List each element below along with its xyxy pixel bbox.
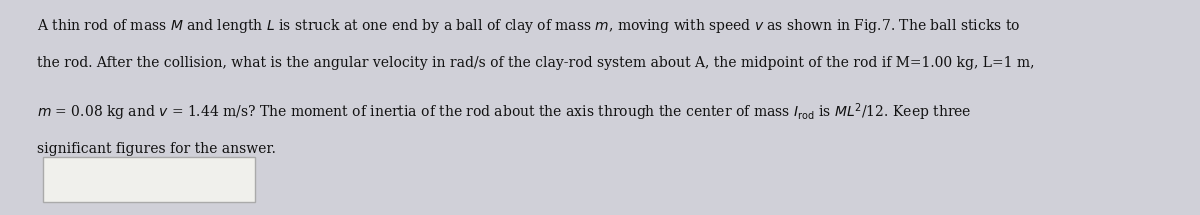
FancyBboxPatch shape: [43, 157, 254, 202]
Text: A thin rod of mass $M$ and length $L$ is struck at one end by a ball of clay of : A thin rod of mass $M$ and length $L$ is…: [37, 17, 1020, 35]
Text: the rod. After the collision, what is the angular velocity in rad/s of the clay-: the rod. After the collision, what is th…: [37, 56, 1034, 70]
Text: $m$ = 0.08 kg and $v$ = 1.44 m/s? The moment of inertia of the rod about the axi: $m$ = 0.08 kg and $v$ = 1.44 m/s? The mo…: [37, 101, 971, 123]
Text: significant figures for the answer.: significant figures for the answer.: [37, 142, 276, 156]
